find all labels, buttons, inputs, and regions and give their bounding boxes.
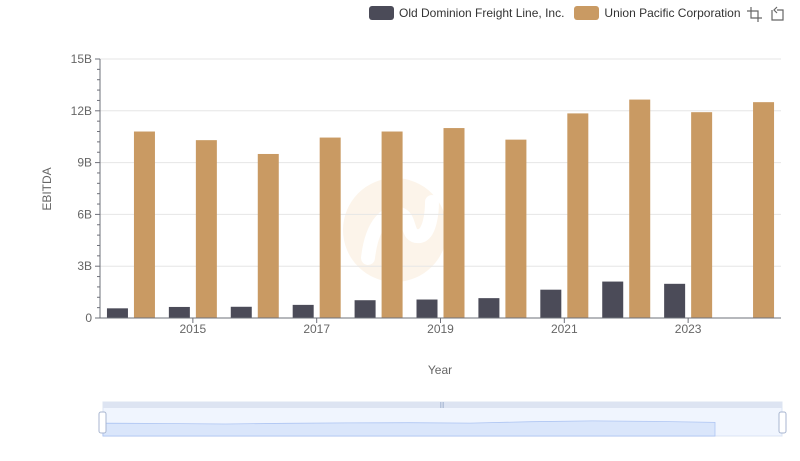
legend-item-odfl[interactable]: Old Dominion Freight Line, Inc. (369, 6, 564, 20)
bar-unp-2016[interactable] (257, 153, 279, 318)
toolbox (746, 6, 786, 23)
data-zoom-grip-icon[interactable]: ||| (440, 403, 445, 409)
data-zoom-handle-right[interactable] (778, 411, 787, 434)
data-zoom-drag-bar[interactable] (103, 402, 782, 408)
legend-swatch-odfl (369, 6, 394, 20)
legend-swatch-unp (574, 6, 600, 20)
x-tick-label: 2017 (303, 322, 330, 336)
bar-odfl-2018[interactable] (354, 300, 376, 318)
legend: Old Dominion Freight Line, Inc. Union Pa… (369, 4, 751, 22)
x-tick-label: 2015 (180, 322, 207, 336)
zoom-select-icon[interactable] (746, 6, 763, 23)
bar-unp-2015[interactable] (195, 140, 217, 318)
bar-odfl-2016[interactable] (230, 306, 252, 318)
bar-unp-2021[interactable] (567, 113, 589, 318)
bar-unp-2017[interactable] (319, 137, 341, 318)
bar-unp-2019[interactable] (443, 128, 465, 318)
data-zoom-handle-left[interactable] (98, 411, 107, 434)
bar-odfl-2022[interactable] (602, 281, 624, 318)
bar-odfl-2020[interactable] (478, 298, 500, 318)
legend-label-odfl: Old Dominion Freight Line, Inc. (399, 6, 565, 20)
bar-unp-2022[interactable] (629, 99, 651, 319)
x-axis: 2015 2017 2019 2021 2023 (100, 317, 781, 336)
bar-unp-2023[interactable] (691, 112, 713, 318)
y-tick-label: 3B (77, 259, 92, 273)
bar-odfl-2017[interactable] (292, 304, 314, 318)
data-zoom-preview-area (102, 420, 716, 437)
data-zoom-slider[interactable]: ||| (98, 401, 787, 437)
restore-icon[interactable] (769, 6, 786, 23)
bar-odfl-2014[interactable] (106, 308, 128, 318)
bar-odfl-2015[interactable] (168, 306, 190, 318)
y-axis-title: EBITDA (40, 167, 54, 210)
x-tick-label: 2019 (427, 322, 454, 336)
y-axis-ticks: 0 3B 6B 9B 12B 15B (71, 52, 101, 325)
bar-unp-2020[interactable] (505, 139, 527, 318)
bars (106, 99, 775, 319)
bar-odfl-2023[interactable] (664, 283, 686, 318)
y-tick-label: 9B (77, 156, 92, 170)
bar-unp-2018[interactable] (381, 131, 403, 318)
y-tick-label: 15B (71, 52, 92, 66)
bar-odfl-2019[interactable] (416, 299, 438, 318)
bar-odfl-2021[interactable] (540, 289, 562, 318)
x-tick-label: 2023 (675, 322, 702, 336)
y-tick-label: 6B (77, 207, 92, 221)
y-tick-label: 0 (85, 311, 92, 325)
x-tick-label: 2021 (551, 322, 578, 336)
legend-item-unp[interactable]: Union Pacific Corporation (574, 6, 741, 20)
data-zoom-selection (103, 408, 782, 436)
legend-label-unp: Union Pacific Corporation (604, 6, 741, 20)
x-axis-title: Year (428, 363, 452, 377)
bar-unp-2024[interactable] (753, 102, 775, 319)
bar-unp-2014[interactable] (133, 131, 155, 318)
y-tick-label: 12B (71, 104, 92, 118)
